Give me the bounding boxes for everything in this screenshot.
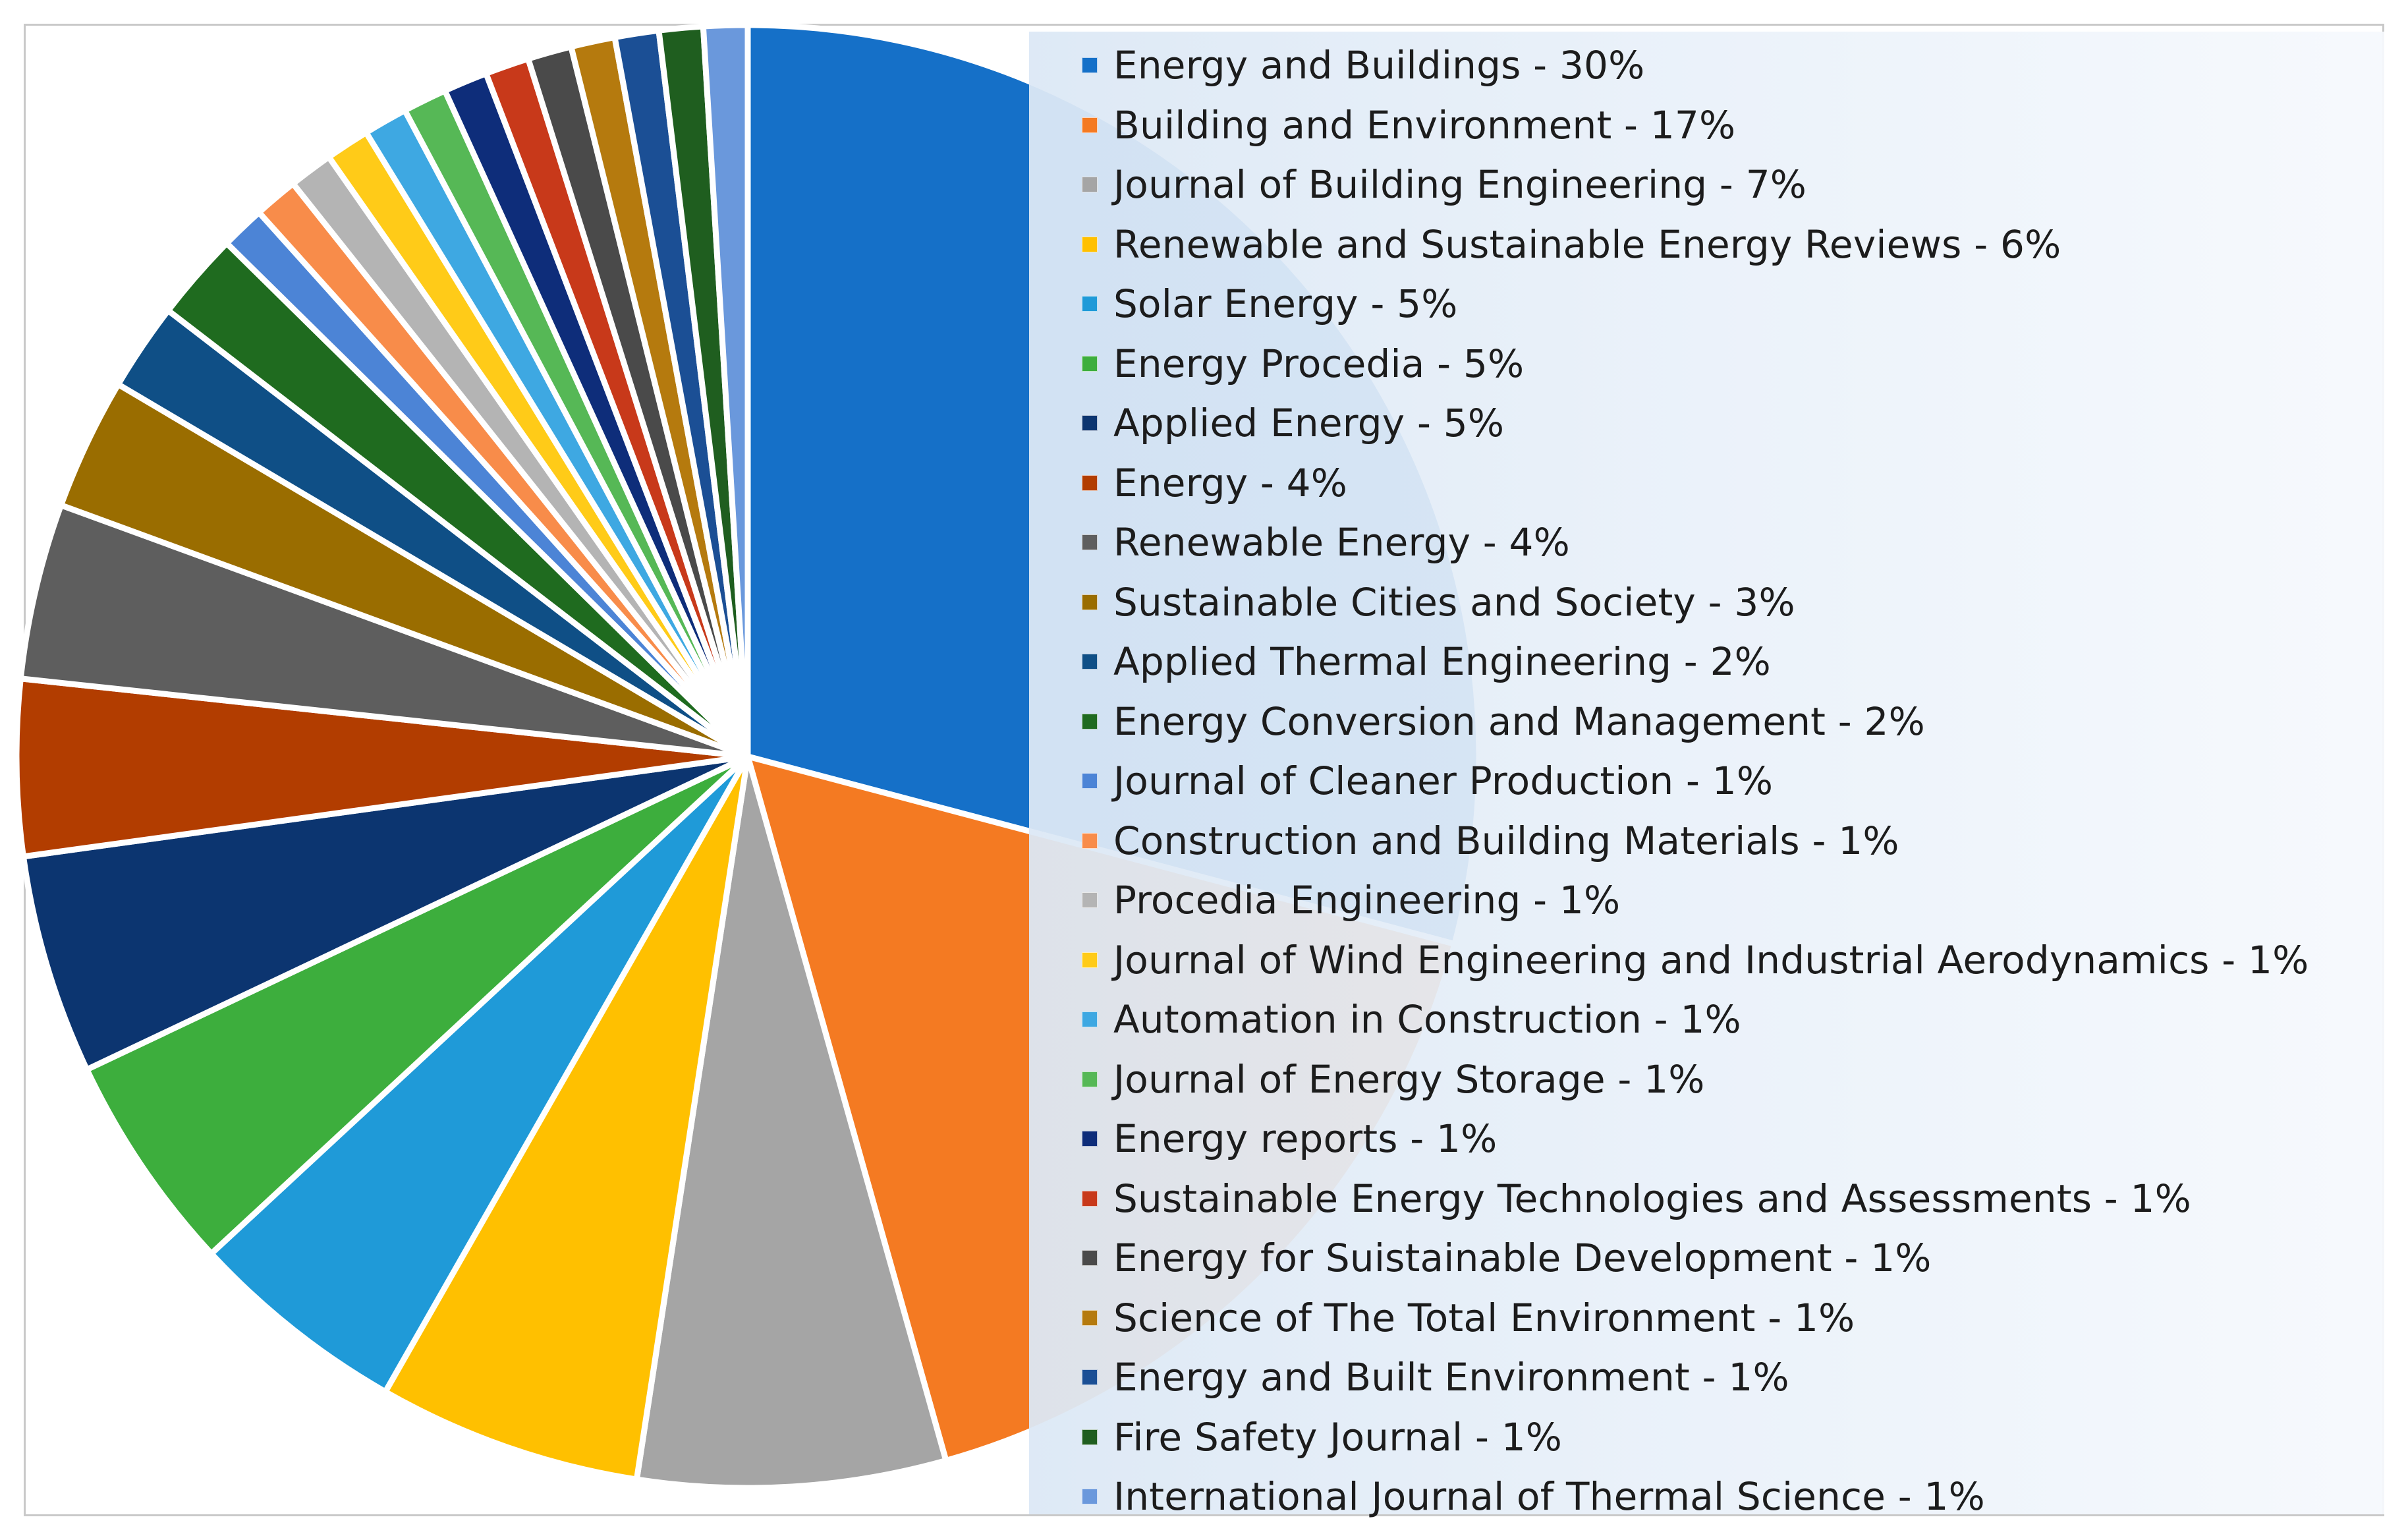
legend-marker-icon <box>1082 474 1098 491</box>
legend-marker-icon <box>1082 534 1098 551</box>
legend-label: Sustainable Energy Technologies and Asse… <box>1113 1176 2191 1221</box>
legend-item[interactable]: Solar Energy - 5% <box>1029 274 2384 334</box>
legend-item[interactable]: Energy Procedia - 5% <box>1029 334 2384 394</box>
pie-slice-4[interactable] <box>208 753 751 1395</box>
legend-item[interactable]: Procedia Engineering - 1% <box>1029 870 2384 930</box>
legend-item[interactable]: Renewable and Sustainable Energy Reviews… <box>1029 215 2384 275</box>
legend-label: Building and Environment - 17% <box>1113 102 1736 148</box>
legend-item[interactable]: Journal of Cleaner Production - 1% <box>1029 751 2384 811</box>
legend-item[interactable]: Journal of Building Engineering - 7% <box>1029 155 2384 215</box>
legend-marker-icon <box>1082 415 1098 432</box>
legend-marker-icon <box>1082 1429 1098 1445</box>
legend-item[interactable]: Construction and Building Materials - 1% <box>1029 811 2384 871</box>
legend-label: Energy Conversion and Management - 2% <box>1113 699 1925 744</box>
legend-marker-icon <box>1082 1309 1098 1326</box>
legend-list: Energy and Buildings - 30% Building and E… <box>1029 36 2384 1527</box>
legend-marker-icon <box>1082 1489 1098 1505</box>
legend-item[interactable]: Automation in Construction - 1% <box>1029 990 2384 1050</box>
legend-item[interactable]: Building and Environment - 17% <box>1029 96 2384 156</box>
pie-slice-24[interactable] <box>700 22 751 760</box>
legend-marker-icon <box>1082 117 1098 133</box>
legend-item[interactable]: Energy - 4% <box>1029 453 2384 513</box>
legend-label: Journal of Wind Engineering and Industri… <box>1113 937 2309 983</box>
legend-label: Renewable and Sustainable Energy Reviews… <box>1113 221 2061 267</box>
legend-item[interactable]: Sustainable Cities and Society - 3% <box>1029 573 2384 633</box>
legend-item[interactable]: Renewable Energy - 4% <box>1029 513 2384 573</box>
legend-marker-icon <box>1082 713 1098 729</box>
legend-label: Journal of Cleaner Production - 1% <box>1113 758 1774 804</box>
legend-item[interactable]: Applied Thermal Engineering - 2% <box>1029 632 2384 692</box>
chart-legend: Energy and Buildings - 30% Building and E… <box>1029 32 2384 1519</box>
pie-slice-3[interactable] <box>382 753 751 1483</box>
legend-marker-icon <box>1082 1131 1098 1147</box>
legend-label: Construction and Building Materials - 1% <box>1113 818 1899 863</box>
legend-item[interactable]: Fire Safety Journal - 1% <box>1029 1408 2384 1468</box>
legend-item[interactable]: Energy reports - 1% <box>1029 1109 2384 1169</box>
legend-marker-icon <box>1082 952 1098 968</box>
legend-item[interactable]: Journal of Energy Storage - 1% <box>1029 1050 2384 1110</box>
pie-slices <box>13 22 1482 1491</box>
legend-marker-icon <box>1082 773 1098 789</box>
legend-item[interactable]: Journal of Wind Engineering and Industri… <box>1029 930 2384 990</box>
legend-label: Energy - 4% <box>1113 460 1348 505</box>
legend-marker-icon <box>1082 1250 1098 1267</box>
legend-label: Journal of Building Engineering - 7% <box>1113 162 1807 208</box>
legend-label: Science of The Total Environment - 1% <box>1113 1295 1855 1340</box>
legend-label: Energy for Suistainable Development - 1% <box>1113 1236 1932 1281</box>
legend-item[interactable]: International Journal of Thermal Science… <box>1029 1467 2384 1527</box>
legend-marker-icon <box>1082 1012 1098 1028</box>
legend-label: Applied Energy - 5% <box>1113 401 1505 446</box>
legend-item[interactable]: Energy Conversion and Management - 2% <box>1029 692 2384 752</box>
legend-label: Journal of Energy Storage - 1% <box>1113 1056 1705 1102</box>
legend-label: International Journal of Thermal Science… <box>1113 1474 1985 1520</box>
legend-label: Solar Energy - 5% <box>1113 281 1458 327</box>
legend-label: Procedia Engineering - 1% <box>1113 878 1621 923</box>
legend-marker-icon <box>1082 296 1098 312</box>
legend-marker-icon <box>1082 594 1098 610</box>
legend-item[interactable]: Energy and Built Environment - 1% <box>1029 1348 2384 1408</box>
pie-slice-7[interactable] <box>13 675 751 860</box>
legend-marker-icon <box>1082 1190 1098 1207</box>
legend-label: Energy Procedia - 5% <box>1113 341 1525 386</box>
pie-slice-5[interactable] <box>84 753 751 1257</box>
legend-marker-icon <box>1082 832 1098 849</box>
pie-slice-8[interactable] <box>17 502 751 760</box>
legend-marker-icon <box>1082 1071 1098 1087</box>
legend-label: Energy and Built Environment - 1% <box>1113 1355 1789 1400</box>
legend-marker-icon <box>1082 236 1098 252</box>
legend-marker-icon <box>1082 892 1098 909</box>
legend-item[interactable]: Science of The Total Environment - 1% <box>1029 1288 2384 1348</box>
legend-label: Sustainable Cities and Society - 3% <box>1113 579 1795 625</box>
legend-label: Fire Safety Journal - 1% <box>1113 1414 1563 1460</box>
legend-label: Energy and Buildings - 30% <box>1113 43 1645 88</box>
legend-item[interactable]: Sustainable Energy Technologies and Asse… <box>1029 1169 2384 1229</box>
legend-label: Automation in Construction - 1% <box>1113 997 1741 1042</box>
legend-item[interactable]: Applied Energy - 5% <box>1029 393 2384 453</box>
legend-label: Applied Thermal Engineering - 2% <box>1113 639 1771 685</box>
legend-item[interactable]: Energy for Suistainable Development - 1% <box>1029 1228 2384 1288</box>
pie-slice-6[interactable] <box>20 753 751 1073</box>
legend-marker-icon <box>1082 177 1098 193</box>
legend-marker-icon <box>1082 1369 1098 1386</box>
legend-marker-icon <box>1082 654 1098 670</box>
legend-marker-icon <box>1082 355 1098 372</box>
legend-marker-icon <box>1082 57 1098 74</box>
legend-label: Energy reports - 1% <box>1113 1116 1498 1162</box>
legend-label: Renewable Energy - 4% <box>1113 520 1570 565</box>
pie-slice-2[interactable] <box>633 753 949 1491</box>
legend-item[interactable]: Energy and Buildings - 30% <box>1029 36 2384 96</box>
